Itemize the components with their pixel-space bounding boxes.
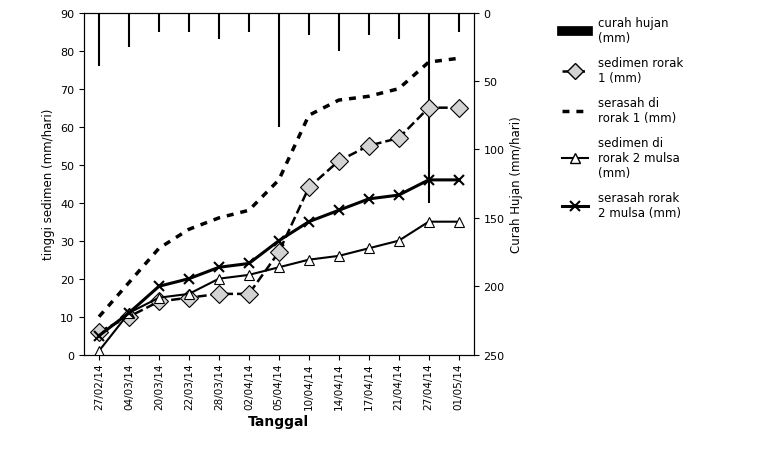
- Legend: curah hujan
(mm), sedimen rorak
1 (mm), serasah di
rorak 1 (mm), sedimen di
rora: curah hujan (mm), sedimen rorak 1 (mm), …: [558, 13, 688, 224]
- X-axis label: Tanggal: Tanggal: [248, 415, 309, 429]
- Y-axis label: tinggi sedimen (mm/hari): tinggi sedimen (mm/hari): [41, 109, 55, 260]
- Y-axis label: Curah Hujan (mm/hari): Curah Hujan (mm/hari): [510, 116, 523, 253]
